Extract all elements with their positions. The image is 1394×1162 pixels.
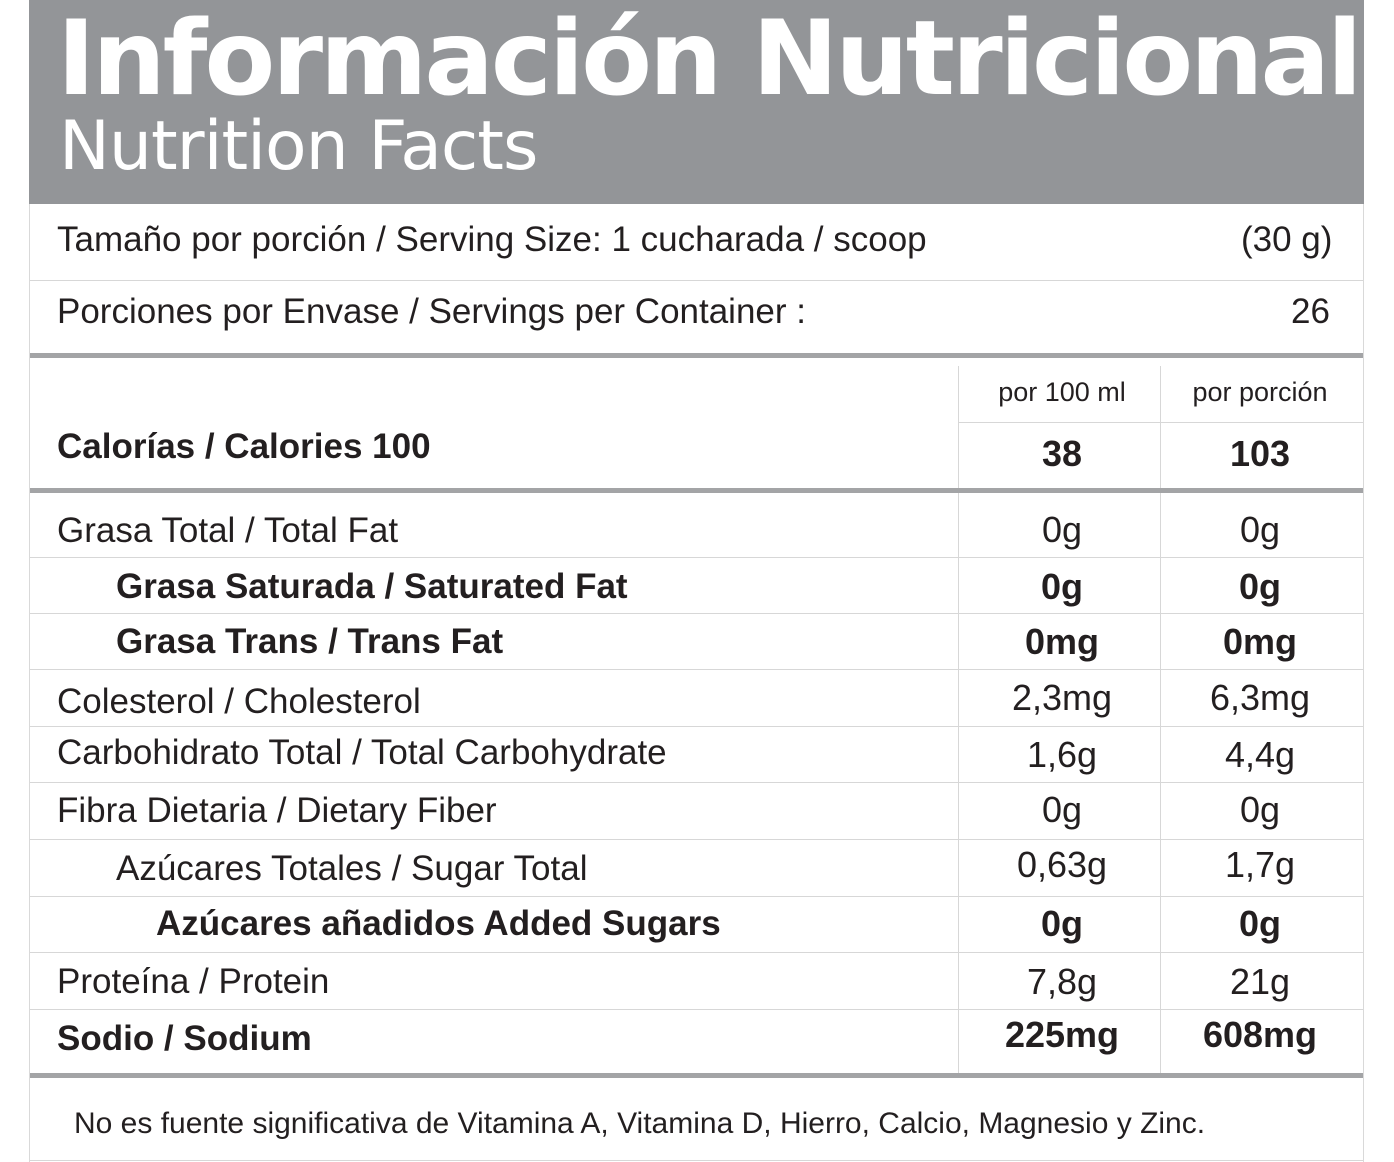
nutrient-value-per-100ml: 0,63g (1016, 844, 1108, 885)
nutrient-label-trans-fat: Grasa Trans / Trans Fat (116, 622, 504, 661)
row-divider (30, 896, 1363, 897)
nutrient-label-sugar-total: Azúcares Totales / Sugar Total (116, 849, 588, 888)
nutrient-value-per-100ml: 225mg (1004, 1014, 1120, 1055)
nutrient-value-per-100ml: 0mg (1024, 621, 1100, 662)
nutrient-label-cholesterol: Colesterol / Cholesterol (57, 682, 421, 721)
nutrient-value-per-serving: 4,4g (1224, 734, 1296, 775)
nutrient-value-per-100ml: 0g (1040, 566, 1083, 607)
thick-divider (30, 488, 1363, 493)
servings-per-container-value: 26 (1291, 292, 1330, 331)
nutrient-value-per-serving: 0g (1239, 509, 1281, 550)
serving-size-label: Tamaño por porción / Serving Size: 1 cuc… (57, 220, 927, 259)
nutrient-value-per-serving: 0g (1239, 789, 1281, 830)
nutrient-value-per-100ml: 0g (1040, 903, 1083, 944)
row-divider (30, 1009, 1363, 1010)
serving-size-value: (30 g) (1241, 220, 1333, 259)
nutrient-value-per-serving: 1,7g (1224, 844, 1296, 885)
nutrient-label-saturated-fat: Grasa Saturada / Saturated Fat (116, 567, 628, 606)
row-divider (30, 557, 1363, 558)
label-header: Información Nutricional Nutrition Facts (29, 0, 1364, 204)
calories-per-serving: 103 (1229, 433, 1291, 474)
nutrient-label-added-sugars: Azúcares añadidos Added Sugars (156, 904, 721, 943)
column-divider (1160, 366, 1161, 1073)
nutrient-value-per-serving: 21g (1229, 961, 1291, 1002)
nutrition-label-panel (29, 0, 1364, 1162)
row-divider (30, 782, 1363, 783)
row-divider (30, 669, 1363, 670)
nutrient-value-per-100ml: 2,3mg (1011, 677, 1113, 718)
servings-per-container-label: Porciones por Envase / Servings per Cont… (57, 292, 806, 331)
thick-divider (30, 1073, 1363, 1078)
nutrient-label-total-fat: Grasa Total / Total Fat (57, 511, 399, 550)
nutrient-label-protein: Proteína / Protein (57, 962, 330, 1001)
column-divider (958, 366, 959, 1073)
row-divider (30, 726, 1363, 727)
row-divider (30, 613, 1363, 614)
row-divider (30, 952, 1363, 953)
nutrient-value-per-serving: 6,3mg (1209, 677, 1311, 718)
nutrient-label-sodium: Sodio / Sodium (57, 1019, 312, 1058)
nutrient-label-dietary-fiber: Fibra Dietaria / Dietary Fiber (57, 791, 497, 830)
nutrient-value-per-serving: 0mg (1222, 621, 1298, 662)
divider (959, 422, 1363, 423)
calories-per-100ml: 38 (1041, 433, 1083, 474)
title-english: Nutrition Facts (59, 107, 538, 186)
nutrient-value-per-serving: 608mg (1202, 1014, 1318, 1055)
nutrient-label-total-carbohydrate: Carbohidrato Total / Total Carbohydrate (57, 733, 667, 772)
thick-divider (30, 353, 1363, 358)
title-spanish: Información Nutricional (57, 0, 1362, 119)
column-header-per-100ml: por 100 ml (998, 377, 1126, 407)
column-header-per-serving: por porción (1192, 377, 1328, 407)
nutrient-value-per-100ml: 1,6g (1026, 734, 1098, 775)
footer-note: No es fuente significativa de Vitamina A… (74, 1107, 1206, 1140)
calories-label: Calorías / Calories 100 (57, 427, 431, 466)
nutrient-value-per-100ml: 7,8g (1026, 961, 1098, 1002)
row-divider (30, 839, 1363, 840)
bottom-border (30, 1160, 1363, 1161)
nutrient-value-per-100ml: 0g (1041, 509, 1083, 550)
nutrient-value-per-100ml: 0g (1041, 789, 1083, 830)
nutrient-value-per-serving: 0g (1238, 903, 1281, 944)
nutrient-value-per-serving: 0g (1238, 566, 1281, 607)
divider (30, 280, 1363, 281)
